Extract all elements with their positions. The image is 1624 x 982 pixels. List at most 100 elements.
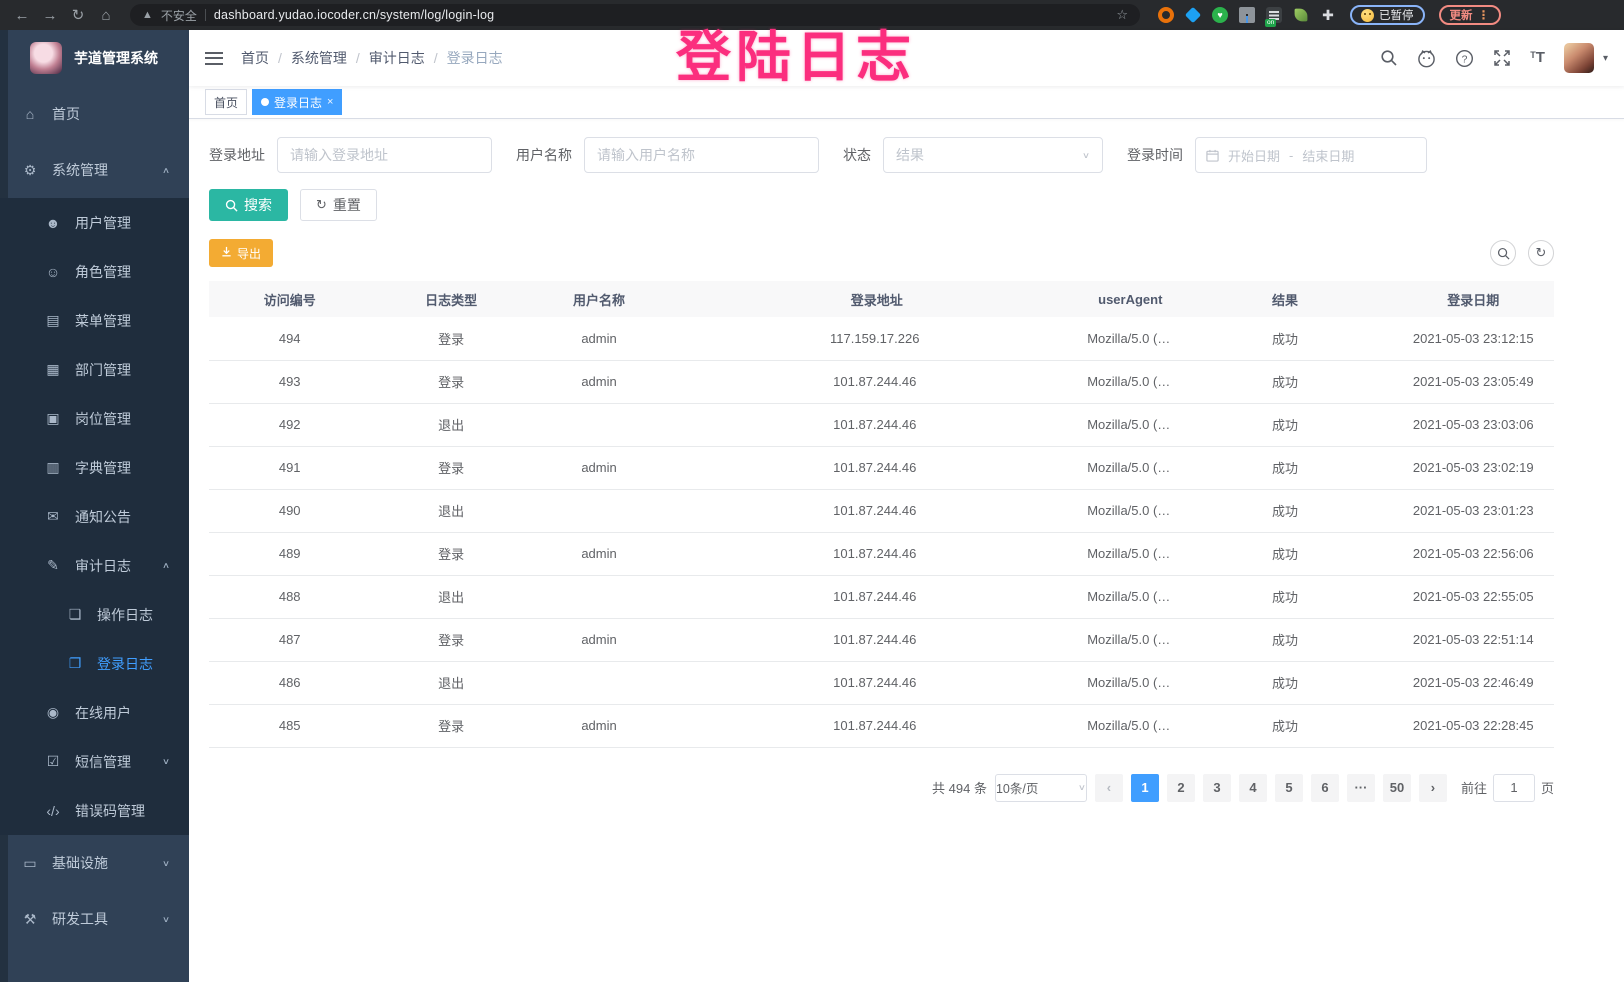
sidebar-item[interactable]: ▥ 字典管理 (0, 443, 189, 492)
close-icon[interactable]: × (327, 95, 334, 108)
bookmark-star-icon[interactable]: ☆ (1116, 7, 1128, 22)
cell-result: 成功 (1177, 532, 1393, 576)
extension-icon-green[interactable]: ♥ (1212, 7, 1228, 23)
breadcrumb-item[interactable]: 系统管理 / (290, 50, 360, 66)
sidebar-item[interactable]: ◉ 在线用户 (0, 688, 189, 737)
sidebar-item[interactable]: ▤ 菜单管理 (0, 296, 189, 345)
app-logo[interactable]: 芋道管理系统 (0, 30, 189, 86)
search-button[interactable]: 搜索 (209, 189, 288, 221)
sidebar-item[interactable]: ⚒ 研发工具 ∨ (0, 891, 189, 947)
extension-icon-diamond[interactable] (1184, 6, 1202, 24)
status-select[interactable]: 结果 ∨ (883, 137, 1103, 173)
goto-page-input[interactable] (1492, 773, 1535, 802)
fullscreen-icon[interactable] (1493, 49, 1511, 67)
back-icon[interactable]: ← (14, 6, 30, 24)
sidebar-toggle-icon[interactable] (205, 51, 223, 65)
sidebar-item[interactable]: ▭ 基础设施 ∨ (0, 835, 189, 891)
breadcrumb-separator: / (278, 50, 282, 66)
extension-icon-orange[interactable] (1158, 7, 1174, 23)
url-text[interactable]: dashboard.yudao.iocoder.cn/system/log/lo… (213, 8, 495, 22)
search-icon[interactable] (1380, 49, 1398, 67)
profile-paused-badge[interactable]: 已暂停 (1350, 5, 1425, 25)
page-size-select[interactable]: 10条/页 ∨ (994, 773, 1087, 802)
sidebar-item[interactable]: ▦ 部门管理 (0, 345, 189, 394)
role-icon: ☺ (45, 263, 61, 280)
table-row[interactable]: 490 退出 101.87.244.46 Mozilla/5.0 (Macint… (209, 489, 1554, 533)
table-row[interactable]: 493 登录 admin 101.87.244.46 Mozilla/5.0 (… (209, 360, 1554, 404)
extension-icon-list[interactable]: on (1265, 7, 1282, 27)
infra-icon: ▭ (23, 854, 37, 871)
home-icon[interactable]: ⌂ (101, 6, 111, 24)
tab[interactable]: 登录日志 × (252, 89, 343, 115)
extensions-puzzle-icon[interactable]: ✚ (1322, 7, 1334, 23)
github-icon[interactable] (1417, 49, 1436, 68)
page-button[interactable]: 50 (1382, 773, 1411, 802)
sidebar-item[interactable]: ‹/› 错误码管理 (0, 786, 189, 835)
column-header[interactable]: 访问编号 (209, 281, 371, 317)
column-header[interactable]: 用户名称 (531, 281, 667, 317)
export-button[interactable]: 导出 (209, 239, 274, 267)
sidebar-item[interactable]: ⌂ 首页 (0, 86, 189, 142)
user-avatar[interactable] (1563, 43, 1594, 73)
page-button[interactable]: 2 (1166, 773, 1195, 802)
page-button[interactable]: 6 (1310, 773, 1339, 802)
table-row[interactable]: 494 登录 admin 117.159.17.226 Mozilla/5.0 … (209, 317, 1554, 361)
column-header[interactable]: userAgent (1083, 281, 1178, 317)
warning-triangle-icon: ▲ (142, 9, 153, 21)
end-date-placeholder[interactable]: 结束日期 (1302, 148, 1355, 164)
start-date-placeholder[interactable]: 开始日期 (1228, 148, 1281, 164)
prev-page-button[interactable]: ‹ (1094, 773, 1123, 802)
font-size-icon[interactable]: TT (1530, 49, 1545, 66)
sidebar-item[interactable]: ⚙ 系统管理 ∧ (0, 142, 189, 198)
cell-login-date: 2021-05-03 22:46:49 (1392, 661, 1554, 705)
sidebar-item[interactable]: ☑ 短信管理 ∨ (0, 737, 189, 786)
address-bar[interactable]: ▲ 不安全 dashboard.yudao.iocoder.cn/system/… (130, 4, 1140, 26)
sidebar-item[interactable]: ☻ 用户管理 (0, 198, 189, 247)
table-row[interactable]: 485 登录 admin 101.87.244.46 Mozilla/5.0 (… (209, 704, 1554, 748)
column-header[interactable]: 结果 (1177, 281, 1393, 317)
breadcrumb-item[interactable]: 审计日志 / (368, 50, 438, 66)
sidebar-item[interactable]: ✉ 通知公告 (0, 492, 189, 541)
cell-username: admin (531, 704, 667, 748)
forward-icon[interactable]: → (42, 6, 58, 24)
page-button[interactable]: 5 (1274, 773, 1303, 802)
page-button[interactable]: 1 (1130, 773, 1159, 802)
update-button[interactable]: 更新 ⋮ (1438, 5, 1501, 25)
breadcrumb-item[interactable]: 登录日志 / (446, 50, 503, 66)
sidebar-item[interactable]: ❐ 登录日志 (0, 639, 189, 688)
column-header[interactable]: 日志类型 (370, 281, 532, 317)
table-row[interactable]: 488 退出 101.87.244.46 Mozilla/5.0 (Macint… (209, 575, 1554, 619)
table-row[interactable]: 489 登录 admin 101.87.244.46 Mozilla/5.0 (… (209, 532, 1554, 576)
chevron-up-icon: ∧ (161, 561, 170, 571)
refresh-table-icon[interactable]: ↻ (1528, 240, 1554, 266)
page-button[interactable]: 3 (1202, 773, 1231, 802)
extension-icon-leaf[interactable] (1294, 8, 1308, 22)
date-range-picker[interactable]: 开始日期 - 结束日期 (1195, 137, 1427, 173)
sidebar-item[interactable]: ▣ 岗位管理 (0, 394, 189, 443)
help-icon[interactable]: ? (1455, 49, 1474, 68)
sidebar-item[interactable]: ❏ 操作日志 (0, 590, 189, 639)
toggle-search-icon[interactable] (1490, 240, 1516, 266)
table-row[interactable]: 487 登录 admin 101.87.244.46 Mozilla/5.0 (… (209, 618, 1554, 662)
tab[interactable]: 首页 × (205, 89, 248, 115)
chevron-down-icon[interactable]: ▾ (1602, 52, 1608, 64)
tags-bar: 首页 × 登录日志 × (189, 86, 1624, 119)
page-button[interactable]: 4 (1238, 773, 1267, 802)
column-header[interactable]: 登录地址 (666, 281, 1084, 317)
page-button[interactable]: ··· (1346, 773, 1375, 802)
address-input[interactable] (277, 137, 492, 173)
cell-login-date: 2021-05-03 23:02:19 (1392, 446, 1554, 490)
sidebar-item[interactable]: ✎ 审计日志 ∧ (0, 541, 189, 590)
username-input[interactable] (584, 137, 819, 173)
reload-icon[interactable]: ↻ (71, 7, 85, 24)
extension-icon-grid[interactable] (1239, 7, 1255, 23)
column-header[interactable]: 登录日期 (1392, 281, 1554, 317)
reset-button[interactable]: ↻ 重置 (300, 189, 377, 221)
kebab-menu-icon[interactable]: ⋮ (1477, 8, 1490, 22)
sidebar-item[interactable]: ☺ 角色管理 (0, 247, 189, 296)
table-row[interactable]: 491 登录 admin 101.87.244.46 Mozilla/5.0 (… (209, 446, 1554, 490)
next-page-button[interactable]: › (1418, 773, 1447, 802)
table-row[interactable]: 486 退出 101.87.244.46 Mozilla/5.0 (Macint… (209, 661, 1554, 705)
breadcrumb-item[interactable]: 首页 / (241, 50, 282, 66)
table-row[interactable]: 492 退出 101.87.244.46 Mozilla/5.0 (Macint… (209, 403, 1554, 447)
